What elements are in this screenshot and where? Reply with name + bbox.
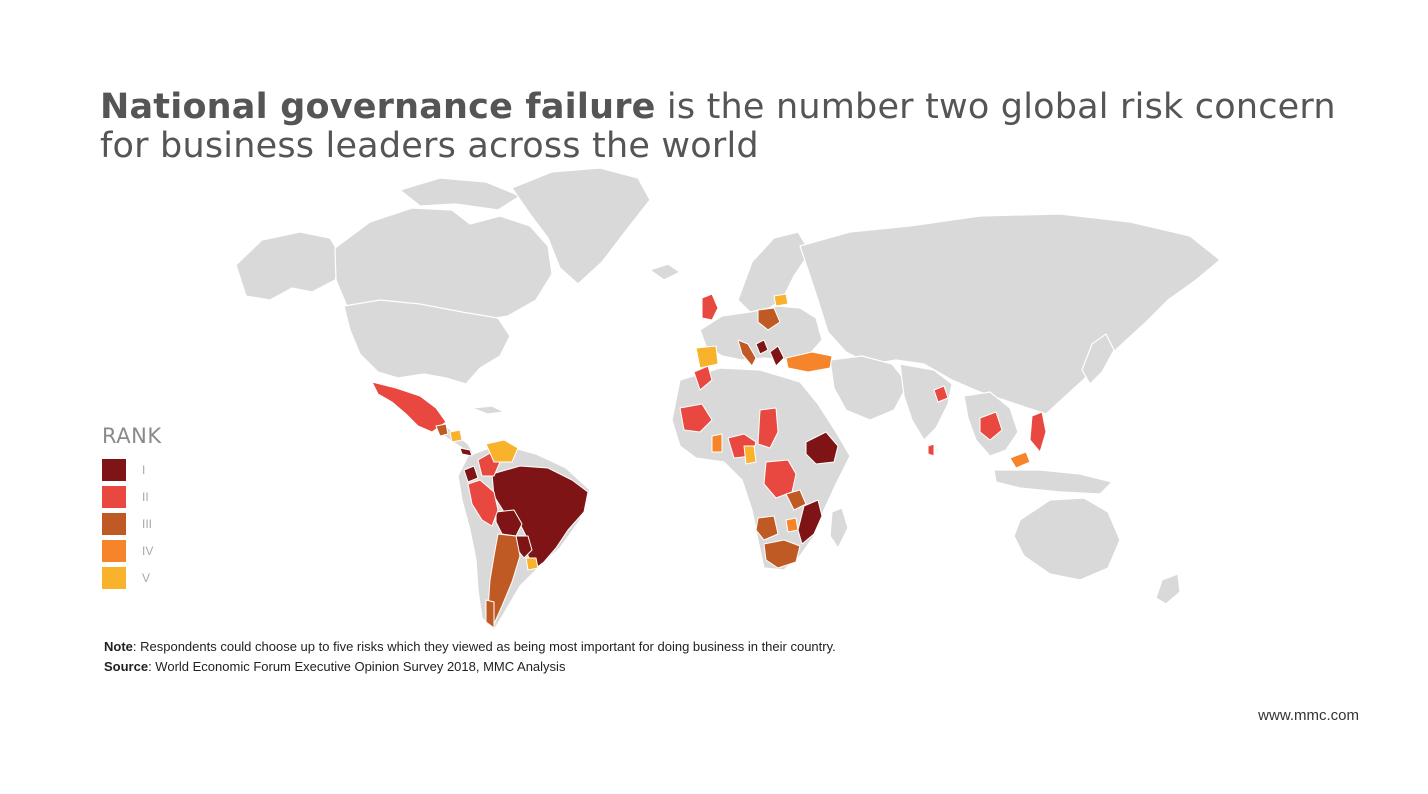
source-text: : World Economic Forum Executive Opinion… bbox=[148, 659, 566, 674]
land-arctic-islands bbox=[399, 177, 521, 211]
region-peru bbox=[467, 479, 499, 527]
legend-swatch bbox=[102, 566, 126, 589]
land-alaska bbox=[235, 231, 343, 301]
region-italy bbox=[737, 339, 757, 367]
region-argentina bbox=[487, 533, 521, 625]
land-greenland bbox=[511, 167, 651, 285]
region-cambodia bbox=[979, 411, 1003, 441]
land-australia bbox=[1013, 497, 1121, 581]
region-ghana bbox=[711, 433, 723, 453]
region-south-africa bbox=[763, 539, 801, 569]
region-uk bbox=[701, 293, 719, 321]
region-turkey bbox=[785, 351, 833, 373]
legend-swatch bbox=[102, 539, 126, 562]
region-mexico bbox=[371, 381, 447, 433]
land-indonesia bbox=[993, 469, 1113, 495]
region-chad bbox=[757, 407, 779, 449]
land-russia-asia bbox=[799, 213, 1221, 415]
title-bold: National governance failure bbox=[100, 87, 656, 127]
region-uruguay bbox=[525, 557, 539, 571]
region-morocco bbox=[693, 365, 713, 391]
land-new-zealand bbox=[1155, 573, 1181, 605]
legend-item: IV bbox=[102, 537, 162, 564]
land-madagascar bbox=[829, 507, 849, 549]
legend-label: I bbox=[142, 462, 146, 477]
region-poland bbox=[757, 307, 781, 331]
note-line: Note: Respondents could choose up to fiv… bbox=[104, 637, 836, 657]
region-lithuania bbox=[773, 293, 789, 307]
region-venezuela bbox=[485, 439, 519, 463]
note-text: : Respondents could choose up to five ri… bbox=[132, 639, 836, 654]
page-title: National governance failure is the numbe… bbox=[100, 88, 1340, 166]
land-europe bbox=[699, 305, 823, 361]
land-iceland bbox=[649, 263, 681, 281]
region-ethiopia bbox=[805, 431, 839, 465]
land-scandinavia bbox=[737, 231, 811, 313]
legend-item: III bbox=[102, 510, 162, 537]
region-mali bbox=[679, 403, 713, 433]
land-usa bbox=[343, 299, 511, 385]
region-ecuador bbox=[463, 465, 479, 483]
region-angola bbox=[755, 515, 779, 541]
region-tanzania bbox=[785, 489, 807, 511]
source-label: Source bbox=[104, 659, 149, 674]
region-balkans bbox=[755, 339, 769, 355]
ranked-regions bbox=[371, 293, 1047, 629]
region-honduras bbox=[449, 429, 463, 443]
land-middle-east bbox=[829, 355, 909, 421]
footer-url[interactable]: www.mmc.com bbox=[1258, 707, 1359, 724]
region-zimbabwe bbox=[785, 517, 799, 533]
source-line: Source: World Economic Forum Executive O… bbox=[104, 657, 836, 677]
land-base bbox=[235, 167, 1221, 631]
legend-swatch bbox=[102, 458, 126, 481]
land-africa bbox=[671, 367, 851, 571]
title-rest: is the number two global risk concern fo… bbox=[100, 87, 1336, 166]
legend-item: I bbox=[102, 456, 162, 483]
region-srilanka bbox=[927, 443, 935, 457]
note-label: Note bbox=[104, 639, 133, 654]
footnote: Note: Respondents could choose up to fiv… bbox=[104, 637, 836, 677]
region-cameroon bbox=[743, 445, 757, 465]
region-panama bbox=[459, 447, 473, 457]
region-guatemala bbox=[435, 423, 449, 437]
land-caribbean bbox=[471, 405, 505, 415]
legend-swatch bbox=[102, 512, 126, 535]
legend-label: II bbox=[142, 489, 149, 504]
region-spain bbox=[695, 345, 719, 369]
legend-title: RANK bbox=[102, 424, 162, 448]
region-greece bbox=[769, 345, 785, 367]
region-malaysia bbox=[1009, 451, 1031, 469]
land-japan bbox=[1081, 333, 1115, 385]
legend-item: V bbox=[102, 564, 162, 591]
legend-label: IV bbox=[142, 543, 154, 558]
region-philippines bbox=[1029, 411, 1047, 453]
legend-label: III bbox=[142, 516, 153, 531]
legend-item: II bbox=[102, 483, 162, 510]
region-bangladesh bbox=[933, 385, 949, 403]
legend: RANK I II III IV V bbox=[102, 424, 162, 591]
legend-label: V bbox=[142, 570, 151, 585]
land-india bbox=[899, 363, 953, 441]
region-chile-south bbox=[485, 599, 495, 629]
legend-swatch bbox=[102, 485, 126, 508]
